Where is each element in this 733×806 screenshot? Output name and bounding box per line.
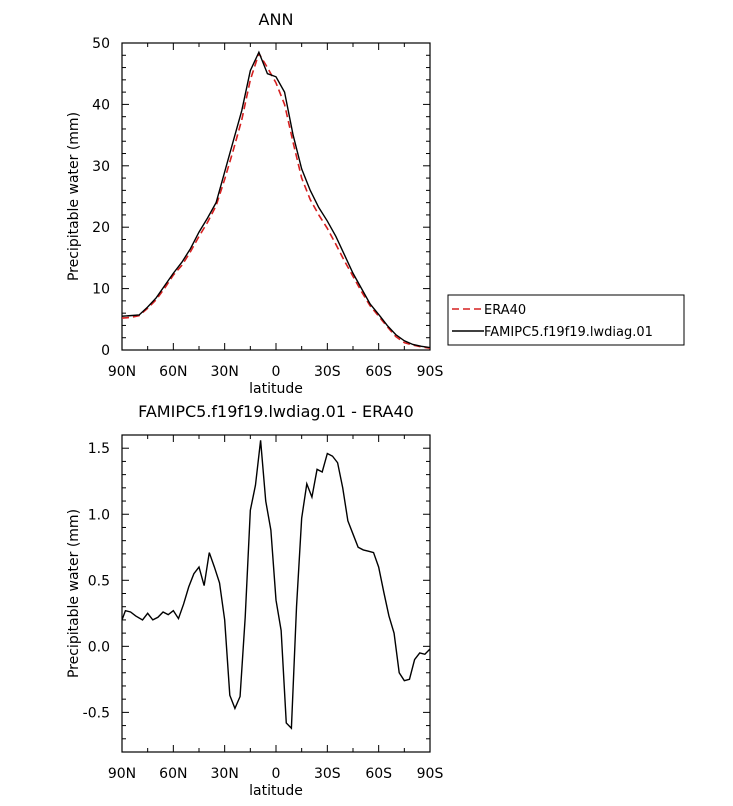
- x-tick-label: 30S: [314, 766, 341, 782]
- series-line-era40: [122, 51, 430, 349]
- chart-title: ANN: [259, 10, 294, 29]
- x-tick-label: 30N: [211, 364, 239, 380]
- y-tick-label: 0.5: [88, 573, 110, 589]
- legend-label: ERA40: [484, 303, 526, 318]
- y-tick-label: 0.0: [88, 639, 110, 655]
- y-tick-label: 10: [92, 282, 110, 298]
- legend-box: [447, 294, 685, 346]
- y-tick-label: 20: [92, 220, 110, 236]
- x-tick-label: 30S: [314, 364, 341, 380]
- y-axis-label: Precipitable water (mm): [66, 112, 82, 281]
- x-axis-label: latitude: [249, 381, 303, 397]
- plot-frame: [121, 42, 431, 351]
- x-tick-label: 60S: [365, 364, 392, 380]
- y-tick-label: 50: [92, 36, 110, 52]
- y-axis-label: Precipitable water (mm): [66, 509, 82, 678]
- x-tick-label: 90S: [417, 364, 444, 380]
- x-tick-label: 60N: [159, 364, 187, 380]
- legend-label: FAMIPC5.f19f19.lwdiag.01: [484, 325, 653, 340]
- chart-1: ANN 90N 60N 30N 0 30S 60S 90S 0 10 20 30 40 50 latitud…: [66, 10, 685, 397]
- legend: ERA40 FAMIPC5.f19f19.lwdiag.01: [447, 294, 685, 346]
- x-axis-label: latitude: [249, 783, 303, 799]
- x-tick-label: 90N: [108, 766, 136, 782]
- y-tick-label: 1.0: [88, 507, 110, 523]
- x-tick-label: 30N: [211, 766, 239, 782]
- y-tick-label: 1.5: [88, 441, 110, 457]
- x-tick-label: 90S: [417, 766, 444, 782]
- chart-2: FAMIPC5.f19f19.lwdiag.01 - ERA40 90N 60N 30…: [66, 402, 443, 799]
- x-tick-label: 60S: [365, 766, 392, 782]
- x-tick-label: 90N: [108, 364, 136, 380]
- x-tick-label: 0: [272, 766, 281, 782]
- series-line-diff: [122, 440, 430, 730]
- y-tick-label: 30: [92, 159, 110, 175]
- y-tick-label: -0.5: [83, 705, 110, 721]
- chart-title: FAMIPC5.f19f19.lwdiag.01 - ERA40: [138, 402, 414, 421]
- x-tick-label: 60N: [159, 766, 187, 782]
- y-tick-label: 0: [101, 343, 110, 359]
- series-line-famipc5-f19f19-lwdiag-01: [122, 50, 430, 349]
- x-tick-label: 0: [272, 364, 281, 380]
- y-tick-label: 40: [92, 97, 110, 113]
